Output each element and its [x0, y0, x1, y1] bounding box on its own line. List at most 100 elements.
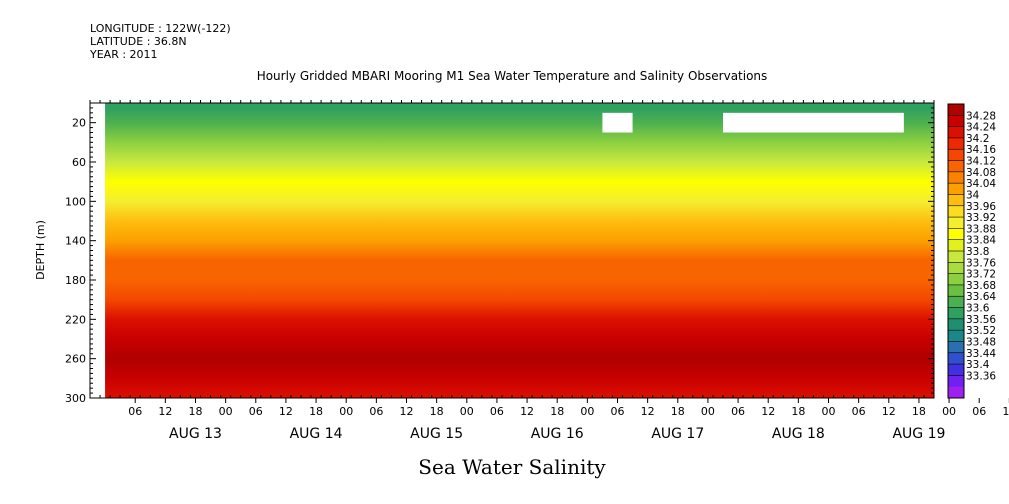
colorbar-swatch — [948, 183, 964, 195]
colorbar-swatch — [948, 205, 964, 218]
x-hour-label: 06 — [611, 405, 625, 418]
colorbar-label: 33.4 — [966, 359, 990, 371]
colorbar-swatch — [948, 284, 964, 297]
colorbar-swatch — [948, 149, 964, 162]
colorbar-label: 33.92 — [966, 212, 996, 224]
missing-data-region — [90, 103, 106, 398]
colorbar-label: 33.44 — [966, 348, 996, 360]
colorbar-label: 33.76 — [966, 257, 996, 269]
colorbar-swatch — [948, 126, 964, 139]
x-hour-label: 18 — [671, 405, 685, 418]
x-hour-label: 12 — [1002, 405, 1009, 418]
colorbar-swatch — [948, 217, 964, 229]
chart-title: Hourly Gridded MBARI Mooring M1 Sea Wate… — [257, 69, 768, 83]
colorbar-swatch — [948, 239, 964, 252]
x-hour-label: 00 — [701, 405, 715, 418]
colorbar-label: 33.6 — [966, 303, 990, 315]
colorbar-swatch — [948, 341, 964, 354]
colorbar-swatch — [948, 228, 964, 241]
colorbar-label: 33.68 — [966, 280, 996, 292]
x-hour-label: 18 — [912, 405, 926, 418]
colorbar-label: 33.56 — [966, 314, 996, 326]
colorbar-swatch — [948, 364, 964, 376]
colorbar-swatch — [948, 104, 964, 116]
colorbar-label: 33.64 — [966, 291, 996, 303]
x-hour-label: 12 — [761, 405, 775, 418]
x-hour-label: 06 — [972, 405, 986, 418]
x-hour-label: 06 — [369, 405, 383, 418]
colorbar-label: 34.28 — [966, 110, 996, 122]
colorbar-swatch — [948, 160, 964, 173]
y-tick-label: 220 — [65, 313, 86, 326]
colorbar-label: 34.04 — [966, 178, 996, 190]
x-axis-label: Sea Water Salinity — [418, 455, 606, 479]
x-hour-label: 12 — [279, 405, 293, 418]
colorbar-swatch — [948, 251, 964, 263]
colorbar-label: 33.88 — [966, 223, 996, 235]
y-tick-label: 180 — [65, 274, 86, 287]
colorbar-label: 34.12 — [966, 156, 996, 168]
y-tick-label: 20 — [72, 117, 86, 130]
colorbar-swatch — [948, 194, 964, 207]
colorbar-swatch — [948, 137, 964, 150]
x-axis: 06 12 18 00 06 12 18 00 06 12 18 00 06 12 18 00 06 12 18 00… — [89, 100, 1009, 442]
y-tick-label: 140 — [65, 235, 86, 248]
x-hour-label: 06 — [128, 405, 142, 418]
y-tick-label: 260 — [65, 353, 86, 366]
missing-data-region — [602, 112, 633, 133]
x-day-label: AUG 19 — [892, 426, 945, 442]
colorbar-swatch — [948, 171, 964, 184]
colorbar-label: 34.24 — [966, 122, 996, 134]
x-day-label: AUG 15 — [410, 426, 463, 442]
colorbar-label: 33.8 — [966, 246, 989, 258]
colorbar-swatch — [948, 307, 964, 320]
x-day-label: AUG 14 — [290, 426, 343, 442]
colorbar-label: 33.36 — [966, 370, 996, 382]
x-day-label: AUG 18 — [772, 426, 825, 442]
plot-area — [89, 102, 935, 399]
x-hour-label: 00 — [219, 405, 233, 418]
x-hour-label: 06 — [490, 405, 504, 418]
colorbar-label: 33.96 — [966, 201, 996, 213]
x-hour-label: 18 — [189, 405, 203, 418]
x-day-label: AUG 17 — [651, 426, 704, 442]
x-hour-label: 06 — [852, 405, 866, 418]
x-hour-label: 18 — [791, 405, 805, 418]
colorbar-swatch — [948, 262, 964, 275]
x-hour-label: 06 — [731, 405, 745, 418]
colorbar-swatch — [948, 115, 964, 128]
missing-data-region — [723, 112, 904, 133]
latitude-label: LATITUDE : 36.8N — [90, 35, 187, 48]
colorbar-swatch — [948, 375, 964, 388]
x-day-label: AUG 16 — [531, 426, 584, 442]
y-axis-label: DEPTH (m) — [34, 220, 47, 280]
y-tick-label: 300 — [65, 392, 86, 405]
x-hour-label: 12 — [158, 405, 172, 418]
x-day-label: AUG 13 — [169, 426, 222, 442]
colorbar-label: 34.08 — [966, 167, 996, 179]
colorbar-swatch — [948, 386, 964, 399]
year-label: YEAR : 2011 — [90, 48, 158, 61]
colorbar-label: 33.48 — [966, 336, 996, 348]
header-metadata: LONGITUDE : 122W(-122) LATITUDE : 36.8N … — [90, 22, 231, 61]
x-hour-label: 18 — [309, 405, 323, 418]
x-hour-label: 12 — [400, 405, 414, 418]
colorbar-label: 33.52 — [966, 325, 996, 337]
colorbar-swatch — [948, 273, 964, 286]
colorbar-swatch — [948, 330, 964, 342]
y-axis: 20 60 100 140 180 220 260 300 — [65, 102, 934, 405]
colorbar-label: 33.72 — [966, 269, 996, 281]
salinity-field — [90, 103, 934, 398]
x-hour-label: 18 — [550, 405, 564, 418]
x-hour-label: 18 — [430, 405, 444, 418]
colorbar-swatch — [948, 318, 964, 331]
x-hour-label: 00 — [822, 405, 836, 418]
colorbar-swatch — [948, 296, 964, 309]
longitude-label: LONGITUDE : 122W(-122) — [90, 22, 231, 35]
x-hour-label: 12 — [520, 405, 534, 418]
x-hour-label: 00 — [339, 405, 353, 418]
y-tick-label: 60 — [72, 156, 86, 169]
y-tick-label: 100 — [65, 195, 86, 208]
colorbar-label: 34 — [966, 189, 980, 201]
